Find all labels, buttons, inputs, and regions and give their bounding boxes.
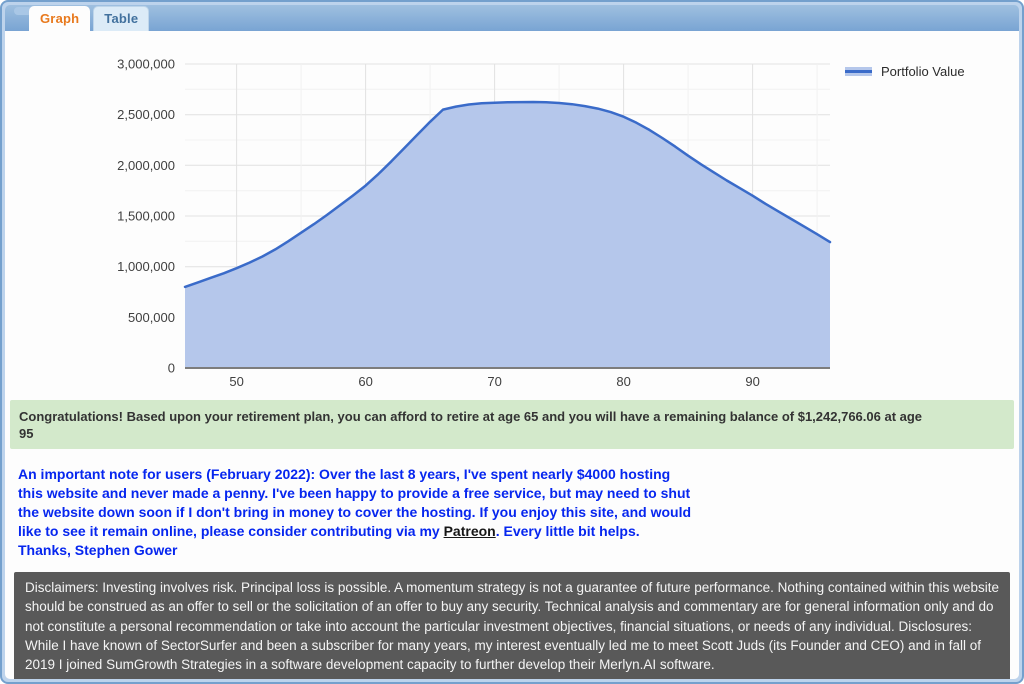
svg-text:70: 70 — [487, 374, 501, 389]
tab-graph[interactable]: Graph — [29, 6, 91, 31]
svg-text:60: 60 — [358, 374, 372, 389]
svg-text:80: 80 — [616, 374, 630, 389]
content-panel: 0 500,000 1,000,000 1,500,000 2,000,000 2,500… — [5, 31, 1019, 679]
disclaimer-text: Disclaimers: Investing involves risk. Pr… — [25, 580, 999, 673]
svg-text:1,500,000: 1,500,000 — [117, 209, 175, 224]
chart-legend: Portfolio Value — [845, 64, 965, 79]
svg-text:2,500,000: 2,500,000 — [117, 107, 175, 122]
note-text-after: . Every little bit helps. Thanks, Stephe… — [18, 523, 640, 558]
svg-text:0: 0 — [168, 361, 175, 376]
legend-swatch-icon — [845, 67, 872, 76]
tab-table[interactable]: Table — [93, 6, 150, 31]
patreon-link[interactable]: Patreon — [443, 523, 496, 539]
svg-text:50: 50 — [229, 374, 243, 389]
portfolio-value-area-chart[interactable]: 0 500,000 1,000,000 1,500,000 2,000,000 2,500… — [5, 31, 1019, 398]
panel-handle — [14, 7, 32, 15]
congratulations-banner: Congratulations! Based upon your retirem… — [10, 400, 1014, 449]
legend-label: Portfolio Value — [881, 64, 965, 79]
svg-text:3,000,000: 3,000,000 — [117, 57, 175, 72]
chart-area: 0 500,000 1,000,000 1,500,000 2,000,000 2,500… — [5, 31, 1019, 398]
svg-text:2,000,000: 2,000,000 — [117, 158, 175, 173]
svg-text:500,000: 500,000 — [128, 310, 175, 325]
disclaimer-section: Disclaimers: Investing involves risk. Pr… — [14, 572, 1010, 679]
svg-text:1,000,000: 1,000,000 — [117, 259, 175, 274]
note-section: An important note for users (February 20… — [5, 449, 700, 569]
tab-bar: Graph Table — [5, 5, 1019, 31]
svg-text:90: 90 — [745, 374, 759, 389]
tab-list: Graph Table — [29, 6, 150, 31]
congratulations-text: Congratulations! Based upon your retirem… — [19, 409, 923, 441]
note-text-before: An important note for users (February 20… — [18, 466, 692, 539]
